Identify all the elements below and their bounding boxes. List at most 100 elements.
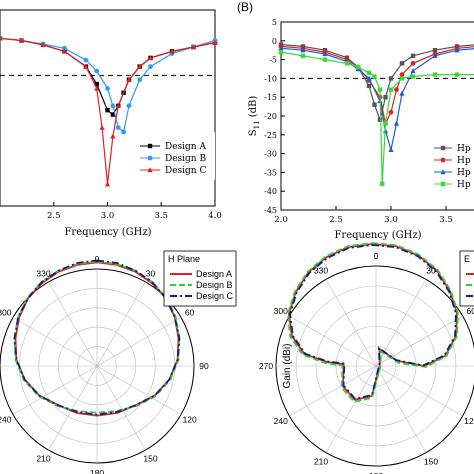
angle-label: 300 [274, 306, 288, 316]
data-point [94, 68, 100, 74]
data-point [383, 95, 388, 100]
legend-swatch-marker [440, 157, 446, 163]
a-series-0 [0, 36, 218, 117]
data-point [94, 85, 100, 91]
data-point [99, 124, 105, 130]
series-line [0, 37, 216, 185]
panel-d-polar-grid [275, 265, 474, 467]
legend-label: Hp [457, 168, 471, 178]
data-point [40, 42, 46, 48]
polar-spoke [96, 281, 146, 367]
angle-label: 150 [143, 454, 157, 464]
polar-spoke [289, 365, 377, 417]
angle-label: 240 [274, 416, 288, 426]
data-point [366, 75, 372, 81]
angle-label: 330 [36, 268, 50, 278]
polar-spoke [375, 365, 463, 417]
panel-a-series-group [0, 35, 218, 187]
x-tick-label: 2.0 [274, 215, 288, 225]
x-tick-label: 3.5 [439, 215, 453, 225]
angle-label: 330 [314, 266, 328, 276]
data-point [110, 133, 116, 139]
legend-label: Design B [196, 280, 233, 290]
y-tick-label: -25 [264, 131, 277, 140]
data-point [366, 70, 372, 75]
data-point [432, 53, 438, 59]
data-point [18, 37, 25, 43]
panel-b-y-ticks: 5 0 -5 -10 -15 -20 -25 -30 -35 -40 -45 [264, 18, 285, 215]
angle-label: 270 [259, 361, 273, 371]
y-tick-label: -30 [264, 150, 277, 159]
angle-label: 60 [467, 306, 474, 316]
data-point [377, 87, 383, 92]
angle-label: 210 [314, 456, 328, 466]
angle-label: 120 [464, 416, 474, 426]
data-point [399, 72, 405, 78]
b-series-2 [278, 45, 474, 153]
data-point [61, 48, 68, 54]
series-line [280, 51, 474, 184]
a-series-1 [0, 35, 218, 135]
legend-label: Design C [165, 166, 206, 176]
data-point [383, 121, 388, 126]
panel-d-legend: E [459, 250, 474, 307]
y-tick-label: -10 [264, 74, 277, 83]
data-point [410, 68, 416, 74]
data-point [300, 53, 306, 59]
angle-label: 30 [146, 268, 156, 278]
data-point [169, 48, 175, 54]
polar-spoke [375, 365, 427, 453]
data-point [94, 81, 99, 87]
data-point [110, 112, 116, 117]
panel-a-x-axis-label: Frequency (GHz) [64, 227, 151, 238]
legend-label: Hp [457, 144, 471, 154]
x-tick-label: 3.0 [384, 215, 398, 225]
legend-label: Hp [457, 180, 471, 190]
data-point [278, 45, 284, 51]
panel-c-angle-labels: 0306090120150180210240270300330 [0, 254, 209, 474]
legend-box [459, 250, 474, 307]
panel-b-series-group [278, 42, 474, 186]
data-point [394, 87, 399, 93]
b-series-3 [278, 49, 474, 186]
polar-spoke [325, 279, 377, 367]
panel-d-angle-labels: 0306090120150180210240270300330 [259, 251, 474, 474]
data-point [366, 83, 372, 89]
polar-spoke [12, 317, 98, 367]
y-tick-label: -45 [264, 206, 277, 215]
panel-b-legend: Hp Hp Hp Hp [428, 138, 474, 190]
legend-title: H Plane [168, 254, 200, 264]
panel-b-y-axis-label: S11 (dB) [248, 96, 261, 137]
legend-label: Hp [457, 156, 471, 166]
series-line [280, 47, 474, 150]
legend-box [133, 132, 215, 180]
angle-label: 30 [426, 266, 436, 276]
polar-spoke [48, 365, 98, 451]
d-series-2-curve [288, 244, 457, 400]
y-tick-label: -15 [264, 93, 277, 102]
data-point [83, 63, 89, 69]
panel-c-h-plane-polar-plot: 0306090120150180210240270300330 H PlaneD… [0, 250, 237, 474]
angle-label: 210 [36, 454, 50, 464]
data-point [322, 57, 328, 62]
legend-label: Design A [165, 142, 206, 152]
data-point [388, 147, 394, 153]
data-point [137, 63, 143, 69]
angle-label: 240 [0, 415, 12, 425]
angle-label: 60 [185, 308, 195, 318]
data-point [121, 129, 127, 135]
legend-label: Design B [165, 154, 206, 164]
panel-b-x-ticks: 2.0 2.5 3.0 3.5 [274, 206, 453, 225]
panel-b-label: (B) [237, 0, 253, 14]
data-point [300, 47, 306, 53]
legend-title: E [464, 254, 470, 264]
y-tick-label: -20 [264, 112, 277, 121]
data-point [322, 51, 328, 57]
series-line [0, 37, 216, 134]
data-point [372, 74, 377, 79]
polar-spoke [96, 365, 146, 451]
legend-box [428, 138, 474, 190]
angle-label: 120 [183, 415, 197, 425]
panel-d-series-group [287, 242, 459, 403]
legend-swatch-marker [147, 155, 153, 161]
